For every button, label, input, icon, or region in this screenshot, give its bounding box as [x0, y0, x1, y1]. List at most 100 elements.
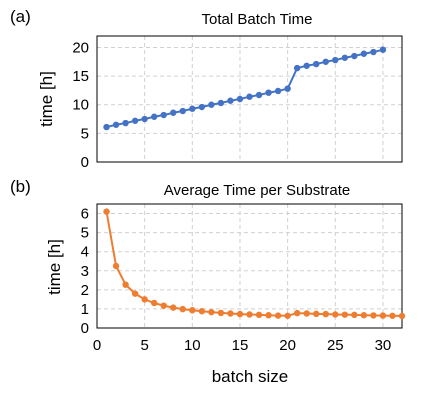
panel-b: (b) Average Time per Substrate 0 1 2 3 4 5 6 0…	[10, 177, 406, 386]
panel-b-plot-frame	[96, 203, 403, 329]
panel-b-y-tick-label: 6	[81, 206, 89, 223]
panel-b-data-point	[189, 307, 196, 314]
panel-a-y-tick-label: 5	[81, 125, 89, 142]
panel-b-title: Average Time per Substrate	[164, 182, 351, 199]
panel-b-x-ticks: 0 5 10 15 20 25 30	[93, 337, 391, 354]
panel-a-series-line	[106, 48, 384, 129]
panel-b-x-tick-label: 20	[279, 337, 296, 354]
panel-b-x-tick-label: 5	[140, 337, 148, 354]
panel-a-title: Total Batch Time	[202, 11, 313, 28]
panel-b-data-point	[303, 310, 310, 317]
panel-b-x-tick-label: 0	[93, 337, 101, 354]
panel-b-data-point	[341, 311, 349, 318]
panel-b-grid	[97, 204, 402, 328]
panel-b-data-point	[112, 262, 120, 270]
panel-b-y-tick-label: 4	[81, 244, 89, 261]
panel-a-data-point	[198, 103, 206, 111]
panel-b-data-point	[360, 312, 368, 319]
panel-a-data-point	[303, 62, 310, 69]
panel-a-data-point	[351, 52, 358, 60]
panel-a-y-tick-label: 0	[81, 154, 89, 171]
panel-b-data-point	[265, 312, 272, 319]
panel-b-data-point	[322, 310, 329, 318]
panel-b-series	[103, 208, 406, 320]
panel-b-data-point	[150, 299, 158, 307]
panel-b-data-point	[398, 312, 406, 320]
panel-a-data-point	[313, 60, 320, 68]
panel-b-y-axis-label: time [h]	[45, 239, 64, 295]
panel-b-y-ticks: 0 1 2 3 4 5 6	[81, 206, 89, 337]
panel-a-y-ticks: 0 5 10 15 20	[72, 39, 89, 171]
panel-a-data-point	[141, 115, 148, 123]
panel-a-data-point	[103, 123, 110, 131]
panel-a-data-point	[150, 113, 158, 120]
panel-b-label: (b)	[10, 177, 31, 196]
panel-b-data-point	[179, 305, 186, 313]
panel-b-data-point	[141, 296, 148, 303]
panel-b-data-point	[351, 311, 358, 319]
panel-a-data-point	[131, 117, 139, 124]
panel-a-data-point	[284, 85, 291, 92]
panel-b-x-tick-label: 25	[327, 337, 344, 354]
panel-a-data-point	[189, 105, 196, 112]
panel-a-plot-frame	[96, 35, 403, 163]
panel-b-y-tick-label: 5	[81, 225, 89, 242]
panel-a-data-point	[217, 99, 225, 107]
panel-a-data-point	[341, 54, 349, 61]
panel-b-data-point	[236, 310, 244, 318]
panel-b-data-point	[274, 312, 282, 319]
panel-a-data-point	[236, 95, 244, 103]
panel-a-y-tick-label: 15	[72, 68, 89, 85]
panel-b-data-point	[170, 304, 177, 311]
panel-a-y-tick-label: 20	[72, 39, 89, 56]
panel-b-data-point	[198, 308, 206, 315]
panel-a-data-point	[246, 93, 253, 100]
panel-a-data-point	[208, 101, 215, 108]
panel-a-label: (a)	[10, 7, 31, 26]
panel-b-data-point	[131, 290, 139, 297]
panel-b-data-point	[284, 312, 291, 319]
panel-b-data-point	[208, 308, 215, 316]
panel-a-grid	[97, 36, 402, 162]
panel-b-data-point	[122, 281, 129, 288]
panel-a-data-point	[265, 89, 272, 96]
panel-b-data-point	[389, 312, 396, 319]
panel-b-y-tick-label: 1	[81, 301, 89, 318]
panel-b-x-tick-label: 15	[232, 337, 249, 354]
panel-b-data-point	[313, 310, 320, 318]
panel-b-data-point	[217, 309, 225, 317]
panel-a-data-point	[360, 50, 368, 57]
panel-a-data-point	[179, 107, 186, 115]
panel-b-y-tick-label: 3	[81, 263, 89, 280]
panel-b-data-point	[246, 311, 253, 318]
panel-b-y-tick-label: 0	[81, 320, 89, 337]
panel-a-data-point	[379, 46, 387, 53]
panel-b-data-point	[332, 311, 339, 318]
panel-a-data-point	[293, 64, 301, 72]
panel-a-data-point	[112, 121, 120, 128]
panel-b-data-point	[379, 312, 387, 319]
panel-b-x-axis-label: batch size	[212, 367, 289, 386]
panel-b-x-tick-label: 30	[375, 337, 392, 354]
panel-b-data-point	[293, 309, 301, 317]
panel-a-data-point	[122, 119, 129, 127]
panel-a-data-point	[322, 58, 329, 65]
panel-a-data-point	[160, 111, 167, 119]
panel-b-data-point	[160, 302, 167, 309]
panel-b-x-tick-label: 10	[184, 337, 201, 354]
panel-a-y-axis-label: time [h]	[37, 71, 56, 127]
panel-a-data-point	[370, 48, 377, 56]
panel-a-data-point	[332, 56, 339, 64]
panel-a: (a) Total Batch Time 0 5 10 15 20 time [h]	[10, 7, 403, 171]
panel-b-y-tick-label: 2	[81, 282, 89, 299]
panel-b-data-point	[255, 311, 263, 319]
panel-a-data-point	[227, 97, 234, 104]
panel-b-series-line	[105, 211, 403, 317]
panel-a-y-tick-label: 10	[72, 97, 89, 114]
panel-a-data-point	[170, 109, 177, 116]
panel-a-data-point	[274, 87, 282, 95]
panel-a-series	[103, 46, 387, 131]
panel-a-data-point	[255, 91, 263, 99]
panel-b-data-point	[227, 310, 234, 317]
